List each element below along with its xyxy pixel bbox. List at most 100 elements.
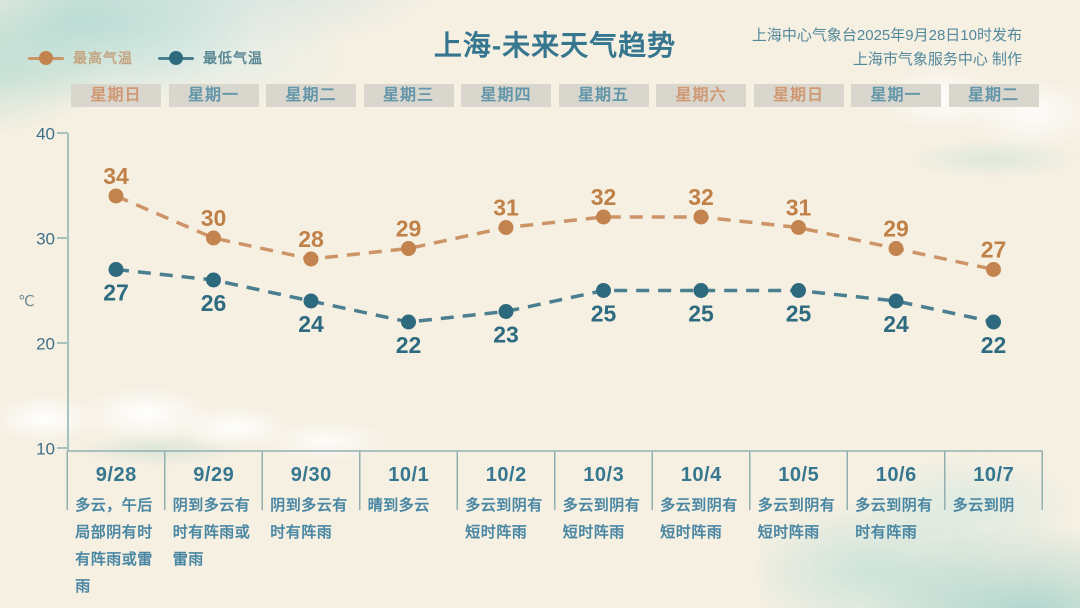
max-temp-point xyxy=(498,220,514,235)
weekday-tab: 星期日 xyxy=(753,84,844,107)
min-temp-value-label: 24 xyxy=(298,311,324,337)
forecast-column: 9/30 阴到多云有时有阵雨 xyxy=(262,451,360,546)
forecast-column: 10/3 多云到阴有短时阵雨 xyxy=(555,451,653,546)
weekday-tab: 星期一 xyxy=(851,84,941,107)
weekday-tab: 星期一 xyxy=(168,84,259,107)
max-temp-point xyxy=(206,230,221,246)
max-temp-value-label: 31 xyxy=(786,195,812,221)
weekday-tab: 星期六 xyxy=(656,84,746,107)
forecast-column: 10/5 多云到阴有短时阵雨 xyxy=(750,451,848,546)
max-temp-value-label: 29 xyxy=(883,216,909,242)
min-temp-value-label: 25 xyxy=(591,301,617,327)
legend-item-max-temp: 最高气温 xyxy=(28,48,133,68)
min-temp-point xyxy=(303,293,319,309)
max-temp-point xyxy=(401,241,416,256)
y-axis-tick-label: 10 xyxy=(36,440,55,459)
min-temp-marker-icon xyxy=(158,51,194,65)
min-temp-point xyxy=(888,293,904,309)
forecast-date: 10/4 xyxy=(680,464,722,486)
min-temp-value-label: 25 xyxy=(688,301,714,327)
forecast-column: 10/6 多云到阴有时有阵雨 xyxy=(847,451,945,546)
issuer-line-2: 上海市气象服务中心 制作 xyxy=(852,51,1022,68)
max-temp-marker-icon xyxy=(28,51,64,65)
weekday-tab: 星期日 xyxy=(71,84,161,107)
max-temp-value-label: 30 xyxy=(201,205,227,231)
forecast-weather: 多云到阴有短时阵雨 xyxy=(562,497,641,541)
forecast-weather: 多云到阴有短时阵雨 xyxy=(757,497,836,541)
max-temp-point xyxy=(791,220,806,235)
issuer-line-1: 上海中心气象台2025年9月28日10时发布 xyxy=(751,27,1022,44)
forecast-column: 10/7 多云到阴 xyxy=(945,451,1043,519)
y-axis-tick-label: 20 xyxy=(36,335,55,354)
forecast-weather: 多云到阴有短时阵雨 xyxy=(465,497,543,541)
forecast-weather: 多云到阴有时有阵雨 xyxy=(855,497,933,541)
forecast-weather: 阴到多云有时有阵雨或雷雨 xyxy=(172,497,251,568)
max-temp-value-label: 31 xyxy=(493,195,519,221)
weekday-tab: 星期二 xyxy=(948,84,1039,107)
min-temp-dot-icon xyxy=(169,51,183,65)
max-temp-point xyxy=(693,209,709,225)
forecast-date: 10/5 xyxy=(778,464,820,486)
legend-label-max: 最高气温 xyxy=(73,50,133,66)
forecast-column: 9/29 阴到多云有时有阵雨或雷雨 xyxy=(165,451,263,573)
min-temp-point xyxy=(206,272,221,288)
forecast-weather: 多云，午后局部阴有时有阵雨或雷雨 xyxy=(75,497,153,595)
page-title: 上海-未来天气趋势 xyxy=(433,30,677,61)
min-temp-point xyxy=(986,314,1001,330)
min-temp-value-label: 22 xyxy=(981,332,1007,358)
forecast-column: 10/2 多云到阴有短时阵雨 xyxy=(457,451,555,546)
min-temp-value-label: 27 xyxy=(103,280,129,306)
forecast-weather: 晴到多云 xyxy=(367,497,430,514)
y-axis-tick-label: 30 xyxy=(36,230,55,249)
max-temp-value-label: 32 xyxy=(688,184,714,210)
chart-legend: 最高气温 最低气温 xyxy=(28,48,263,68)
max-temp-value-label: 34 xyxy=(103,163,129,189)
weekday-tab: 星期二 xyxy=(266,84,356,107)
max-temp-point xyxy=(303,251,319,267)
forecast-date: 10/7 xyxy=(973,464,1015,486)
min-temp-value-label: 25 xyxy=(786,301,812,327)
min-temp-point xyxy=(596,283,611,298)
min-temp-value-label: 24 xyxy=(883,311,909,337)
min-temp-point xyxy=(108,262,124,277)
issuer-info: 上海中心气象台2025年9月28日10时发布 上海市气象服务中心 制作 xyxy=(752,24,1022,72)
y-axis-tick-label: 40 xyxy=(36,125,55,144)
min-temp-value-label: 23 xyxy=(493,322,519,348)
max-temp-value-label: 29 xyxy=(396,216,422,242)
min-temp-point xyxy=(401,314,416,330)
max-temp-value-label: 27 xyxy=(981,237,1007,263)
forecast-date: 10/2 xyxy=(485,464,527,486)
forecast-date: 9/30 xyxy=(290,464,332,486)
max-temp-point xyxy=(596,209,611,225)
forecast-weather: 阴到多云有时有阵雨 xyxy=(270,497,348,541)
forecast-date: 10/1 xyxy=(388,464,430,486)
max-temp-value-label: 32 xyxy=(591,184,617,210)
forecast-date: 9/29 xyxy=(193,464,235,486)
forecast-date: 9/28 xyxy=(95,464,137,486)
forecast-weather: 多云到阴 xyxy=(952,497,1015,514)
max-temp-point xyxy=(108,188,124,204)
min-temp-point xyxy=(693,283,709,298)
legend-item-min-temp: 最低气温 xyxy=(158,48,263,68)
max-temp-point xyxy=(888,241,904,256)
min-temp-value-label: 26 xyxy=(201,290,227,316)
forecast-weather: 多云到阴有短时阵雨 xyxy=(660,497,738,541)
y-axis-unit-label: ℃ xyxy=(18,293,35,310)
forecast-column: 9/28 多云，午后局部阴有时有阵雨或雷雨 xyxy=(67,451,165,600)
legend-label-min: 最低气温 xyxy=(203,50,263,66)
min-temp-point xyxy=(498,304,514,319)
min-temp-line xyxy=(115,267,994,324)
forecast-column: 10/4 多云到阴有短时阵雨 xyxy=(652,451,750,546)
weekday-tab: 星期四 xyxy=(461,84,551,107)
min-temp-value-label: 22 xyxy=(396,332,422,358)
forecast-date: 10/6 xyxy=(875,464,917,486)
max-temp-point xyxy=(986,262,1001,277)
max-temp-dot-icon xyxy=(39,51,53,65)
weekday-tab: 星期五 xyxy=(558,84,649,107)
weekday-tab: 星期三 xyxy=(363,84,454,107)
max-temp-value-label: 28 xyxy=(298,226,324,252)
forecast-column: 10/1 晴到多云 xyxy=(360,451,458,519)
forecast-date: 10/3 xyxy=(583,464,625,486)
